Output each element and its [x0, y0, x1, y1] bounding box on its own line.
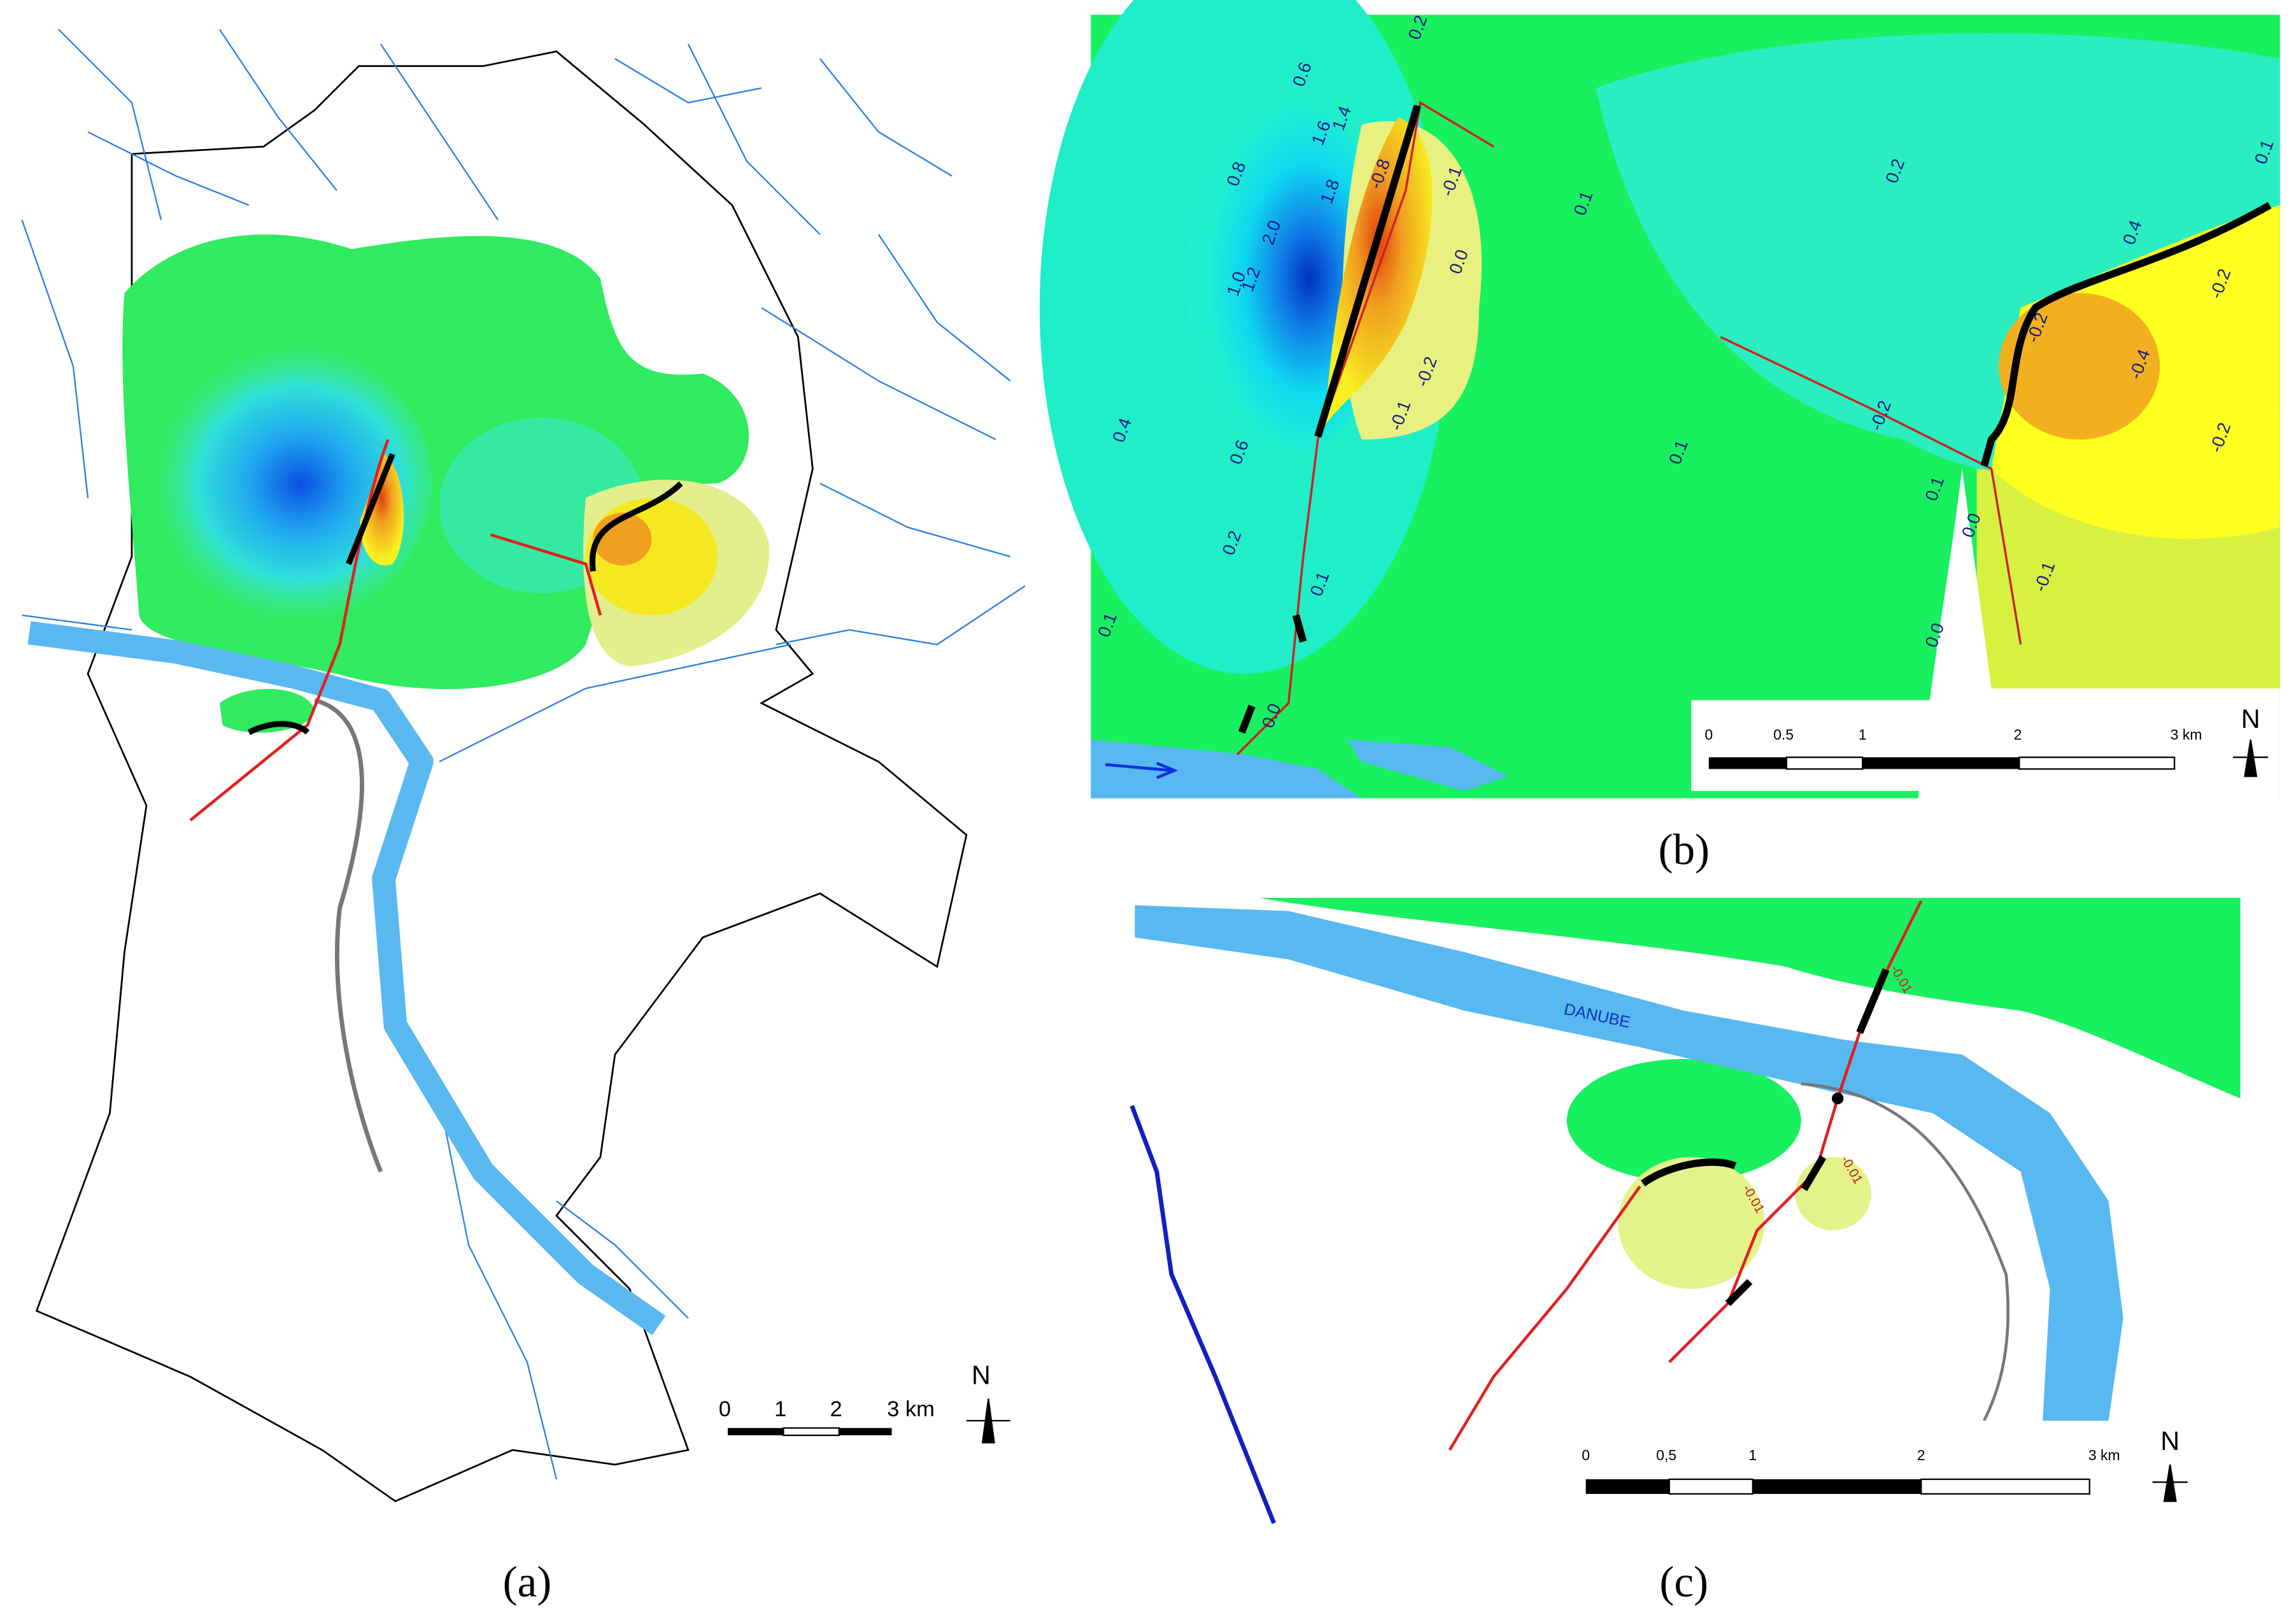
scale-label: 3 km — [887, 1397, 935, 1421]
river-arrow — [1105, 762, 1179, 779]
north-arrow — [2233, 739, 2269, 778]
scale-segment — [2018, 757, 2176, 770]
scale-box — [1691, 700, 2263, 792]
panel-a — [21, 29, 1026, 1503]
scale-label: 0 — [1704, 727, 1713, 743]
panel-c — [1130, 897, 2241, 1524]
scale-bar — [727, 1427, 892, 1437]
rise-zone — [1999, 293, 2160, 440]
danube — [1135, 905, 2123, 1421]
north-arrow — [966, 1398, 1010, 1444]
barrier — [247, 453, 683, 735]
scale-segment — [1920, 1478, 2090, 1495]
river — [1091, 739, 1508, 799]
north-arrow — [2152, 1464, 2188, 1502]
panel-label: (b) — [1658, 825, 1709, 874]
scale-label: 1 — [774, 1397, 786, 1421]
rivers — [21, 29, 1026, 1480]
stream — [1130, 1105, 1276, 1524]
scale-label: 2 — [830, 1397, 842, 1421]
wells — [1237, 101, 2022, 755]
panel-label: (a) — [503, 1558, 552, 1606]
scale-label: 0.5 — [1773, 727, 1794, 743]
scale-segment — [839, 1428, 892, 1435]
scale-segment — [1668, 1478, 1754, 1495]
green-zone — [1259, 897, 2241, 1099]
barrier — [1640, 968, 1890, 1307]
panel-label: (c) — [1659, 1558, 1708, 1606]
panel-b — [1039, 0, 2280, 799]
scale-label: 3 km — [2088, 1447, 2120, 1463]
scale-label: 1 — [1748, 1447, 1757, 1463]
scale-label: 0,5 — [1656, 1447, 1676, 1463]
scale-segment — [1708, 757, 1787, 769]
scale-bar — [1585, 1478, 2090, 1495]
rise-zone — [1795, 1157, 1872, 1231]
canal — [1801, 1082, 2010, 1422]
scale-bar — [1708, 757, 2176, 770]
barrier — [1238, 104, 2272, 734]
danube — [27, 621, 666, 1335]
north-label: N — [2241, 704, 2260, 734]
north-label: N — [972, 1360, 991, 1389]
scale-label: 2 — [1917, 1447, 1925, 1463]
scale-label: 1 — [1859, 727, 1867, 743]
drawdown-zone — [1566, 1058, 1801, 1183]
scale-label: 3 km — [2171, 727, 2202, 743]
wells — [189, 439, 602, 821]
scale-label: 0 — [1582, 1447, 1590, 1463]
scale-label: 2 — [2014, 727, 2022, 743]
scale-segment — [1862, 757, 2020, 769]
node — [1831, 1092, 1844, 1105]
rise-zone — [1618, 1157, 1765, 1290]
scale-segment — [1785, 757, 1864, 770]
scale-segment — [1752, 1479, 1922, 1494]
scale-box — [1566, 1420, 2153, 1509]
canal — [314, 698, 383, 1173]
scale-segment — [783, 1427, 840, 1437]
scale-label: 0 — [719, 1397, 731, 1421]
scale-segment — [1585, 1479, 1669, 1494]
scale-segment — [727, 1428, 784, 1435]
rise-zone — [360, 454, 404, 565]
north-label: N — [2160, 1426, 2179, 1456]
